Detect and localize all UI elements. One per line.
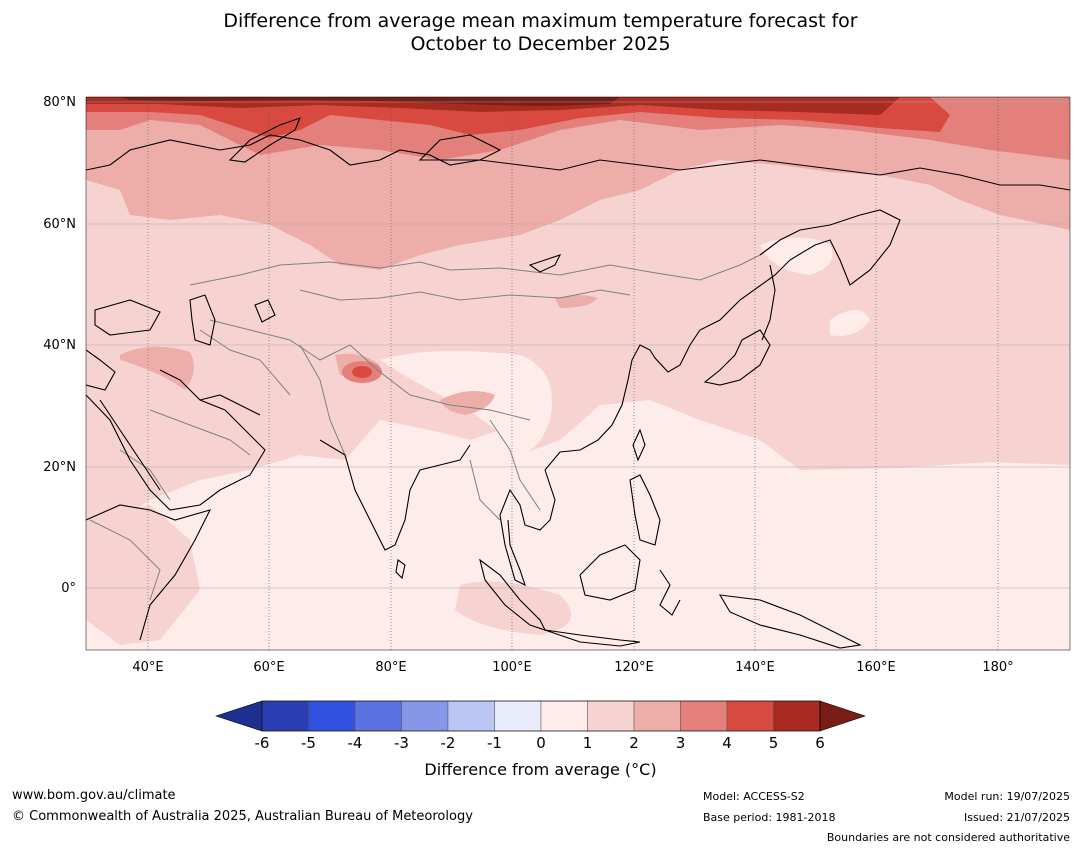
longitude-gridlines — [147, 97, 999, 650]
footer-model-run: Model run: 19/07/2025 — [944, 790, 1070, 803]
footer-website: www.bom.gov.au/climate — [12, 788, 176, 803]
colorbar-under-arrow — [215, 700, 263, 732]
lat-label-60n: 60°N — [43, 217, 76, 232]
colorbar-swatch — [354, 700, 402, 732]
lon-label-120e: 120°E — [614, 660, 654, 675]
colorbar-tick-label: 4 — [722, 734, 732, 752]
lat-label-0: 0° — [61, 581, 76, 596]
footer-disclaimer: Boundaries are not considered authoritat… — [826, 831, 1070, 844]
lat-label-40n: 40°N — [43, 338, 76, 353]
colorbar-tick-label: -6 — [254, 734, 270, 752]
coastlines — [86, 117, 1070, 649]
colorbar-swatch — [261, 700, 309, 732]
map-title-line1: Difference from average mean maximum tem… — [223, 10, 858, 32]
anomaly-band-5-6 — [86, 97, 900, 115]
map-area — [86, 97, 1070, 650]
colorbar-swatch — [308, 700, 356, 732]
colorbar-tick-label: 5 — [768, 734, 779, 752]
anomaly-patch-2-3-china — [555, 295, 598, 308]
footer-copyright: © Commonwealth of Australia 2025, Austra… — [12, 809, 473, 824]
colorbar-tick-label: 2 — [629, 734, 639, 752]
anomaly-band-1-2-africa — [86, 505, 200, 645]
anomaly-band-over-6 — [120, 97, 620, 106]
footer-model: Model: ACCESS-S2 — [703, 790, 805, 803]
lon-label-160e: 160°E — [856, 660, 896, 675]
lon-label-100e: 100°E — [492, 660, 532, 675]
latitude-gridlines — [86, 101, 1070, 589]
colorbar-swatch — [494, 700, 542, 732]
colorbar-tick-label: 0 — [536, 734, 546, 752]
colorbar-tick-label: 1 — [582, 734, 593, 752]
lon-label-140e: 140°E — [735, 660, 775, 675]
colorbar-swatch — [540, 700, 588, 732]
colorbar — [215, 700, 866, 732]
colorbar-swatch — [726, 700, 774, 732]
colorbar-tick-label: -2 — [440, 734, 456, 752]
map-title-line2: October to December 2025 — [410, 33, 671, 55]
lat-label-20n: 20°N — [43, 460, 76, 475]
colorbar-swatch — [447, 700, 495, 732]
country-boundaries — [89, 254, 761, 601]
colorbar-tick-label: 3 — [675, 734, 686, 752]
colorbar-tick-label: -5 — [301, 734, 316, 752]
colorbar-swatch — [680, 700, 728, 732]
lat-label-80n: 80°N — [43, 95, 76, 110]
colorbar-tick-label: -1 — [487, 734, 502, 752]
colorbar-swatch — [633, 700, 681, 732]
colorbar-label: Difference from average (°C) — [424, 760, 657, 779]
colorbar-tick-label: 6 — [815, 734, 825, 752]
lon-label-40e: 40°E — [132, 660, 164, 675]
anomaly-band-1-2-south — [455, 581, 572, 635]
colorbar-over-arrow — [819, 700, 866, 732]
colorbar-swatch — [773, 700, 821, 732]
colorbar-outline — [261, 700, 821, 732]
anomaly-patch-2-3-mideast — [120, 346, 194, 390]
colorbar-tick-label: -4 — [347, 734, 363, 752]
footer-base-period: Base period: 1981-2018 — [703, 811, 836, 824]
footer-issued: Issued: 21/07/2025 — [963, 811, 1070, 824]
colorbar-swatch — [587, 700, 635, 732]
anomaly-patch-0-1-pacific — [830, 310, 870, 336]
map-frame — [85, 96, 1071, 651]
lon-label-60e: 60°E — [253, 660, 285, 675]
colorbar-tick-label: -3 — [394, 734, 409, 752]
anomaly-hotspot-inner — [352, 366, 372, 378]
lon-label-80e: 80°E — [375, 660, 407, 675]
lon-label-180: 180° — [982, 660, 1014, 675]
colorbar-swatch — [401, 700, 449, 732]
